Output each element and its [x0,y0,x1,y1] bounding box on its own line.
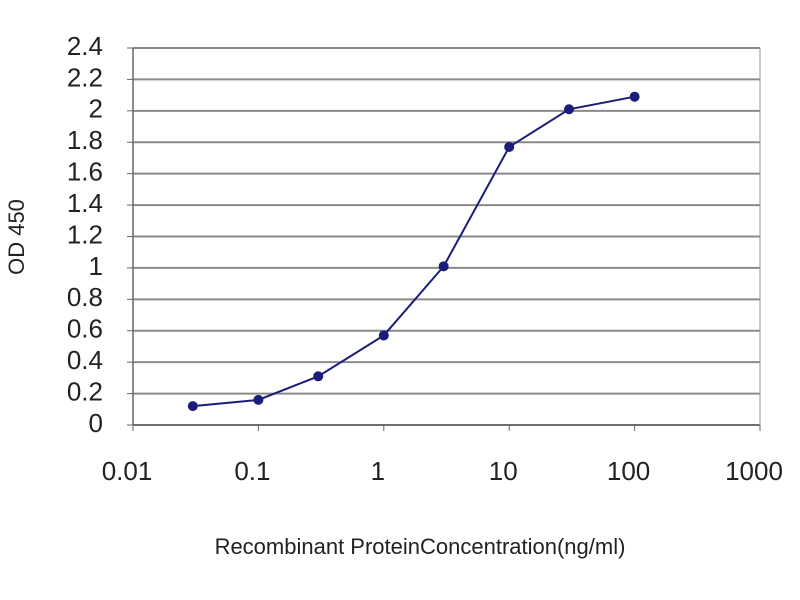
y-tick-label: 0 [89,408,103,438]
y-axis-label: OD 450 [4,199,29,275]
y-tick-label: 2 [89,94,103,124]
y-tick-label: 0.4 [67,345,103,375]
point [378,330,389,341]
y-tick-label: 0.2 [67,376,103,406]
point [438,261,449,272]
line [192,95,635,408]
x-axis-label: Recombinant ProteinConcentration(ng/ml) [215,534,626,559]
x-tick-label: 100 [607,456,650,486]
point [564,104,575,115]
x-tick-label: 1 [371,456,385,486]
y-tick-label: 1.4 [67,188,103,218]
y-tick-label: 1.8 [67,125,103,155]
x-tick-label: 10 [489,456,518,486]
x-tick-label: 0.1 [234,456,270,486]
point [504,141,515,152]
point [629,91,640,102]
point [253,394,264,405]
point [187,401,198,412]
x-tick-label: 0.01 [102,456,153,486]
y-tick-label: 1 [89,251,103,281]
y-tick-label: 2.2 [67,62,103,92]
y-tick-label: 2.4 [67,31,103,61]
point [313,371,324,382]
y-tick-label: 1.2 [67,219,103,249]
y-tick-label: 0.8 [67,282,103,312]
y-tick-label: 1.6 [67,157,103,187]
x-tick-label: 1000 [725,456,783,486]
y-tick-label: 0.6 [67,314,103,344]
